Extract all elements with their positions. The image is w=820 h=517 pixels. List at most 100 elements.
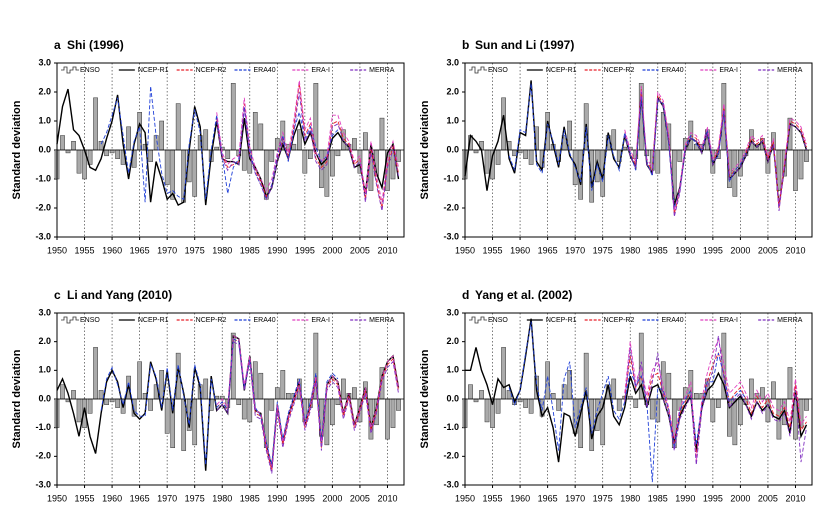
enso-bar <box>335 398 341 405</box>
legend-label: ERA40 <box>662 317 684 324</box>
y-tick-label: -1.0 <box>443 422 459 432</box>
y-tick-label: 2.0 <box>446 86 459 96</box>
x-tick-label: 1950 <box>47 245 67 255</box>
enso-bar <box>71 390 76 400</box>
y-tick-label: -1.0 <box>35 422 51 432</box>
enso-bar <box>352 387 357 400</box>
legend-label: ERA40 <box>254 67 276 74</box>
enso-bar <box>528 149 534 165</box>
y-tick-label: 3.0 <box>38 57 51 67</box>
enso-bar <box>214 146 220 151</box>
y-tick-label: 2.0 <box>38 336 51 346</box>
series-line <box>100 338 339 466</box>
enso-bar <box>341 378 346 400</box>
x-tick-label: 1985 <box>240 245 260 255</box>
enso-bar <box>545 361 550 400</box>
enso-bar <box>473 149 479 154</box>
legend-label: NCEP-R2 <box>604 67 635 74</box>
enso-bar <box>76 398 82 423</box>
enso-bar <box>230 83 236 151</box>
enso-bar <box>126 126 131 151</box>
enso-bar <box>495 398 501 414</box>
y-tick-label: -3.0 <box>35 231 51 241</box>
x-tick-label: 1980 <box>620 245 640 255</box>
enso-bar <box>655 149 661 174</box>
enso-bar <box>104 149 109 157</box>
x-tick-label: 1985 <box>240 493 260 503</box>
enso-bar <box>236 398 242 405</box>
x-tick-label: 1950 <box>47 493 67 503</box>
enso-bar <box>523 398 528 408</box>
plot-frame <box>56 312 405 486</box>
enso-bar <box>60 135 65 151</box>
enso-bar <box>787 367 793 400</box>
plot-frame <box>464 62 813 238</box>
x-tick-label: 1995 <box>295 245 315 255</box>
x-tick-label: 1975 <box>185 493 205 503</box>
legend-label: MERRA <box>369 317 395 324</box>
enso-bar <box>385 398 390 440</box>
legend-label: ERA-I <box>719 317 738 324</box>
enso-bar <box>716 398 721 408</box>
y-tick-label: -3.0 <box>35 479 51 489</box>
enso-bar <box>528 398 534 414</box>
x-tick-label: 2000 <box>322 493 342 503</box>
panel-title: Shi (1996) <box>67 38 124 52</box>
enso-bar <box>109 398 115 403</box>
x-tick-label: 1970 <box>157 245 177 255</box>
enso-bar <box>517 398 523 403</box>
enso-bar <box>148 149 153 162</box>
legend-label: NCEP-R1 <box>138 317 169 324</box>
enso-bar <box>252 112 258 151</box>
enso-bar <box>137 361 142 400</box>
enso-bar <box>302 149 308 174</box>
legend-label: ERA-I <box>719 67 738 74</box>
enso-bar <box>479 390 484 400</box>
enso-bar <box>76 149 82 174</box>
panel-title: Li and Yang (2010) <box>67 288 172 302</box>
enso-bar <box>308 149 313 159</box>
enso-bar <box>285 393 291 400</box>
y-tick-label: 0.0 <box>446 393 459 403</box>
panel: d Yang et al. (2002) Standard deviation 195… <box>419 288 813 503</box>
x-tick-label: 1960 <box>102 493 122 503</box>
enso-bar <box>60 384 65 400</box>
legend-label: NCEP-R1 <box>138 67 169 74</box>
legend-label: NCEP-R1 <box>546 67 577 74</box>
series-line <box>624 91 807 217</box>
enso-bar <box>793 149 798 191</box>
y-tick-label: -2.0 <box>443 451 459 461</box>
enso-bar <box>175 103 181 151</box>
legend-swatch <box>469 66 487 74</box>
panel-label: b <box>462 38 469 52</box>
x-tick-label: 1980 <box>212 493 232 503</box>
enso-bar <box>473 398 479 403</box>
legend-label: ENSO <box>80 67 100 74</box>
x-tick-label: 1960 <box>510 493 530 503</box>
enso-bar <box>241 398 247 420</box>
series-line <box>216 340 399 474</box>
legend-label: NCEP-R1 <box>546 317 577 324</box>
enso-bar <box>732 398 738 446</box>
x-tick-label: 1965 <box>538 493 558 503</box>
enso-bar <box>269 149 275 162</box>
y-axis-label: Standard deviation <box>419 100 431 199</box>
x-tick-label: 1980 <box>212 245 232 255</box>
enso-bar <box>611 378 617 400</box>
legend-swatch <box>469 316 487 324</box>
enso-bar <box>247 398 253 423</box>
series-line <box>624 335 807 465</box>
enso-bar <box>506 390 512 400</box>
enso-bar <box>291 143 297 151</box>
series-line <box>624 351 807 457</box>
panel: b Sun and Li (1997) Standard deviation 1950… <box>419 38 813 255</box>
enso-bar <box>666 372 672 400</box>
x-tick-label: 1990 <box>675 493 695 503</box>
x-tick-label: 1975 <box>593 245 613 255</box>
y-tick-label: 3.0 <box>446 57 459 67</box>
y-tick-label: 3.0 <box>38 307 51 317</box>
legend-label: ENSO <box>488 317 508 324</box>
x-tick-label: 1985 <box>648 245 668 255</box>
y-tick-label: -1.0 <box>443 173 459 183</box>
enso-bar <box>330 398 335 426</box>
